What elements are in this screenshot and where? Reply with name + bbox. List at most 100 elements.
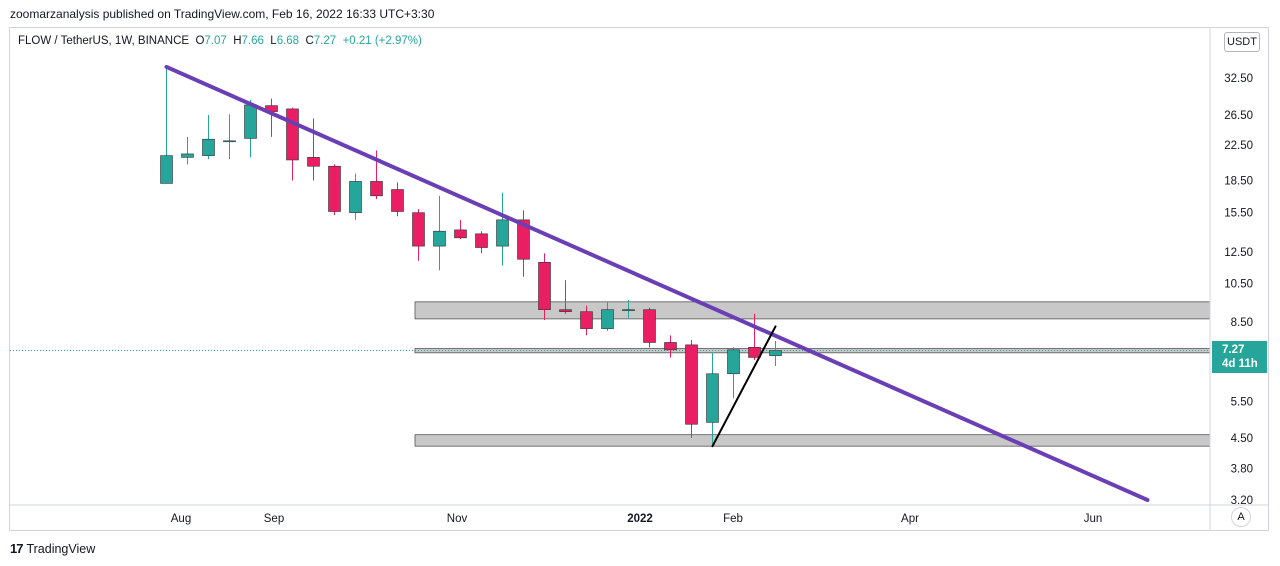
x-tick-label: Aug [171, 513, 191, 525]
y-tick-label: 3.20 [1231, 495, 1253, 507]
chart-pane[interactable]: 32.50 26.50 22.50 18.50 15.50 12.50 10.50 8.50 5… [9, 27, 1269, 531]
candle-body [307, 157, 320, 167]
candle-body [286, 108, 299, 161]
candle-body [538, 262, 551, 310]
candle-body [559, 309, 572, 312]
x-tick-label: Apr [901, 513, 919, 525]
candle-body [328, 165, 341, 212]
y-tick-label: 12.50 [1224, 247, 1253, 259]
candle-body [391, 189, 404, 212]
x-tick-label: Feb [723, 513, 743, 525]
candle-body [349, 181, 362, 213]
upper-resistance-zone [414, 301, 1211, 320]
legend-low-label: L [270, 35, 277, 47]
legend-open-label: O [195, 35, 205, 47]
legend-high: 7.66 [241, 35, 264, 47]
x-tick-label: Jun [1084, 513, 1103, 525]
y-tick-label: 4.50 [1231, 433, 1253, 445]
candle [538, 253, 551, 320]
legend-symbol: FLOW / TetherUS, 1W, BINANCE [18, 35, 190, 47]
candle-body [454, 229, 467, 239]
y-tick-label: 32.50 [1224, 73, 1253, 85]
candle [664, 335, 677, 358]
last-price-badge: 7.27 4d 11h [1212, 341, 1267, 373]
candle [349, 173, 362, 220]
y-tick-label: 8.50 [1231, 317, 1253, 329]
y-tick-label: 15.50 [1224, 208, 1253, 220]
tradingview-logo-icon: 17 [10, 541, 24, 556]
candle-body [433, 230, 446, 247]
candle-body [202, 138, 215, 156]
candle [559, 280, 572, 314]
auto-scale-button[interactable]: A [1231, 507, 1251, 527]
legend-low: 6.68 [276, 35, 300, 47]
candle [328, 164, 341, 216]
candle-body [643, 309, 656, 343]
candle [727, 347, 740, 399]
legend-open: 7.07 [204, 35, 227, 47]
candle [643, 307, 656, 348]
candle [265, 98, 278, 137]
x-tick-label: 2022 [627, 513, 653, 525]
candle [517, 210, 530, 277]
candle-body [622, 309, 635, 311]
candle-body [664, 342, 677, 351]
candle-body [748, 347, 761, 358]
currency-button[interactable]: USDT [1224, 32, 1260, 52]
candle [391, 182, 404, 217]
candle [769, 341, 782, 366]
rising-support [711, 325, 777, 448]
candle-body [370, 181, 383, 197]
x-tick-label: Sep [264, 513, 284, 525]
y-tick-label: 18.50 [1224, 175, 1253, 187]
last-price-value: 7.27 [1222, 344, 1245, 356]
candle-body [223, 140, 236, 143]
candle [706, 352, 719, 447]
candle-body [181, 153, 194, 158]
candle-body [517, 219, 530, 260]
candle-body [160, 155, 173, 184]
publisher-line: zoomarzanalysis published on TradingView… [10, 7, 435, 21]
legend-change: +0.21 (+2.97%) [342, 35, 422, 47]
candle-body [475, 233, 488, 248]
candle [580, 305, 593, 336]
tradingview-brand: TradingView [26, 542, 96, 556]
y-tick-label: 26.50 [1224, 110, 1253, 122]
candle-body [685, 344, 698, 425]
candle [412, 209, 425, 261]
candle [307, 118, 320, 181]
y-tick-label: 3.80 [1231, 464, 1253, 476]
y-tick-label: 22.50 [1224, 140, 1253, 152]
candle-body [727, 349, 740, 375]
candle [601, 301, 614, 331]
candle [244, 99, 257, 158]
candle [160, 66, 173, 184]
candle [286, 107, 299, 181]
symbol-legend: FLOW / TetherUS, 1W, BINANCE O7.07 H7.66… [18, 35, 422, 47]
candle [748, 313, 761, 361]
candle [622, 299, 635, 318]
candle-body [580, 311, 593, 329]
legend-close-label: C [305, 35, 314, 47]
candle-body [601, 309, 614, 329]
price-chart[interactable]: 32.50 26.50 22.50 18.50 15.50 12.50 10.50 8.50 5… [10, 28, 1268, 530]
candle [202, 114, 215, 160]
candle-body [244, 104, 257, 139]
bar-countdown: 4d 11h [1222, 358, 1258, 370]
lower-support-zone [414, 434, 1211, 447]
candle [433, 195, 446, 271]
candle [223, 114, 236, 160]
legend-close: 7.27 [313, 35, 337, 47]
y-tick-label: 10.50 [1224, 279, 1253, 291]
y-tick-label: 5.50 [1231, 396, 1253, 408]
candle [496, 192, 509, 266]
x-tick-label: Nov [447, 513, 468, 525]
candle [475, 231, 488, 254]
tradingview-logo[interactable]: 17 TradingView [10, 541, 95, 556]
candle-body [496, 219, 509, 247]
candle [454, 219, 467, 240]
candle-body [706, 373, 719, 423]
candle [181, 136, 194, 165]
candle-body [412, 212, 425, 247]
legend-high-label: H [233, 35, 242, 47]
